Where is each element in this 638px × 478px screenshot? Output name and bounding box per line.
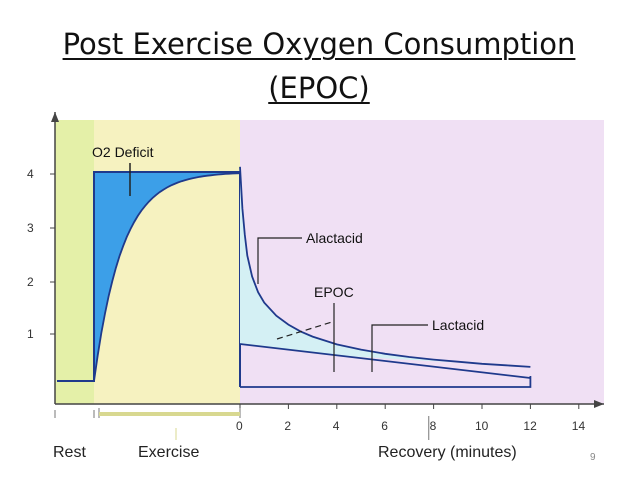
x-tick-label: 8 xyxy=(430,419,437,433)
x-axis-arrow xyxy=(594,400,604,408)
recovery-background xyxy=(240,120,604,404)
x-tick-label: 4 xyxy=(333,419,340,433)
title-line-1: Post Exercise Oxygen Consumption xyxy=(62,27,576,61)
oxygen-uptake-curve xyxy=(93,172,241,382)
x-tick-label: 10 xyxy=(475,419,489,433)
leader-alactacid xyxy=(257,237,302,284)
y-tick-label: 1 xyxy=(27,327,34,341)
y-axis-arrow xyxy=(51,112,59,122)
x-ticks: 0 2 4 6 8 10 12 14 xyxy=(236,404,585,433)
phase-brackets xyxy=(54,408,430,440)
slide-title: Post Exercise Oxygen Consumption (EPOC) xyxy=(0,22,638,110)
x-tick-label: 0 xyxy=(236,419,243,433)
title-line-2: (EPOC) xyxy=(268,71,370,105)
annotation-epoc: EPOC xyxy=(314,284,354,300)
annotation-lactacid: Lactacid xyxy=(432,317,484,333)
x-axis-label-recovery: Recovery (minutes) xyxy=(378,444,517,461)
phase-label-rest: Rest xyxy=(53,444,86,461)
y-tick-label: 4 xyxy=(27,167,34,181)
phase-label-exercise: Exercise xyxy=(138,444,199,461)
y-ticks: 1 2 3 4 xyxy=(27,167,55,341)
annotation-leaders xyxy=(129,163,428,372)
annotation-o2-deficit: O2 Deficit xyxy=(92,144,154,160)
annotation-alactacid: Alactacid xyxy=(306,230,363,246)
rest-background xyxy=(55,120,94,404)
page-number: 9 xyxy=(590,452,596,463)
x-tick-label: 12 xyxy=(523,419,537,433)
x-tick-label: 2 xyxy=(284,419,291,433)
lactacid-boundary-line xyxy=(239,343,531,379)
y-tick-label: 3 xyxy=(27,221,34,235)
recovery-decay-curve xyxy=(239,166,531,368)
x-tick-label: 14 xyxy=(572,419,586,433)
y-tick-label: 2 xyxy=(27,275,34,289)
x-tick-label: 6 xyxy=(381,419,388,433)
o2-deficit-area xyxy=(94,172,240,381)
leader-lactacid xyxy=(371,324,428,372)
recovery-baseline xyxy=(240,376,532,388)
